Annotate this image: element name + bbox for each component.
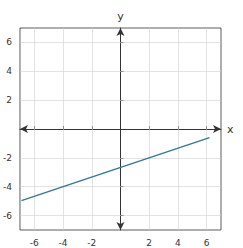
svg-text:y: y — [117, 10, 124, 23]
svg-text:-2: -2 — [3, 153, 12, 163]
svg-text:4: 4 — [6, 66, 12, 76]
svg-text:2: 2 — [6, 95, 12, 105]
svg-text:-6: -6 — [30, 238, 39, 248]
svg-text:6: 6 — [6, 37, 12, 47]
svg-text:-4: -4 — [3, 182, 12, 192]
svg-text:-4: -4 — [59, 238, 68, 248]
svg-text:4: 4 — [175, 238, 181, 248]
svg-text:x: x — [227, 123, 234, 136]
svg-text:-6: -6 — [3, 211, 12, 221]
svg-text:-2: -2 — [87, 238, 96, 248]
svg-text:2: 2 — [146, 238, 152, 248]
svg-text:6: 6 — [204, 238, 210, 248]
